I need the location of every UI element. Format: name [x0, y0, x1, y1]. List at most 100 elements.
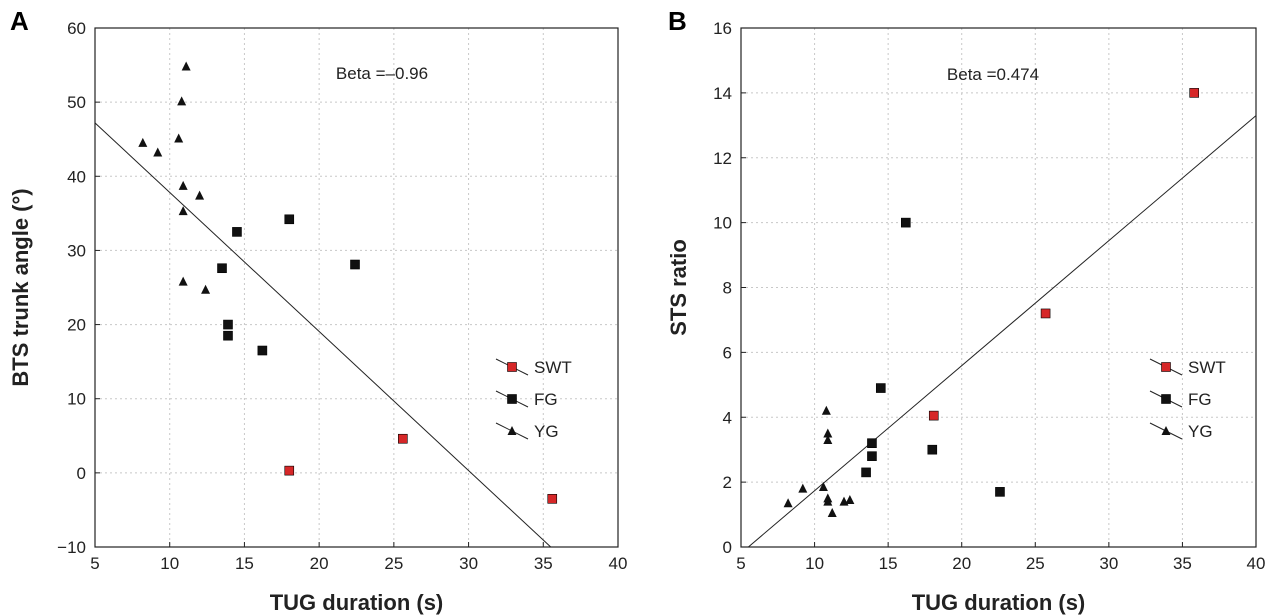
x-tick-label: 25	[1026, 554, 1045, 573]
plot-frame	[94, 27, 619, 548]
y-tick-label: 60	[67, 19, 86, 38]
x-tick-label: 15	[879, 554, 898, 573]
data-point-fg	[232, 227, 242, 237]
y-axis-label: STS ratio	[666, 239, 691, 336]
data-point-yg	[181, 61, 191, 71]
x-tick-label: 10	[160, 554, 179, 573]
data-point-fg	[217, 263, 227, 274]
y-tick-label: 4	[723, 408, 732, 427]
data-point-yg	[798, 483, 808, 493]
data-point-swt	[284, 465, 295, 476]
data-point-fg	[257, 345, 268, 356]
data-point-yg	[201, 284, 211, 294]
legend-marker-yg	[507, 426, 517, 435]
y-tick-label: 0	[723, 538, 732, 557]
y-tick-label: −10	[57, 538, 86, 557]
series-yg	[138, 61, 211, 294]
data-point-swt	[547, 494, 558, 504]
legend-label-yg: YG	[1188, 422, 1213, 441]
data-point-swt	[1040, 308, 1051, 319]
y-tick-label: 50	[67, 93, 86, 112]
data-point-swt	[398, 433, 408, 444]
data-point-fg	[350, 259, 360, 270]
legend: SWT FG YG	[495, 358, 572, 441]
data-point-yg	[823, 434, 833, 444]
x-tick-label: 20	[310, 554, 329, 573]
data-point-fg	[900, 217, 911, 228]
panel-b: 5 10 15 20 25 30 35 40 0 2 4 6 8 10 12 14 16 TUG duration…	[666, 6, 1265, 615]
x-tick-label: 30	[1099, 554, 1118, 573]
series-swt	[284, 433, 558, 504]
data-point-yg	[823, 428, 833, 438]
series-yg	[783, 405, 855, 517]
x-tick-label: 35	[1173, 554, 1192, 573]
legend-label-fg: FG	[534, 390, 558, 409]
data-point-yg	[827, 507, 837, 517]
y-tick-label: 12	[713, 149, 732, 168]
y-tick-label: 6	[723, 343, 732, 362]
series-fg	[861, 217, 1005, 497]
series-fg	[217, 214, 360, 356]
data-point-yg	[818, 481, 828, 491]
x-tick-label: 5	[736, 554, 745, 573]
data-point-yg	[178, 276, 188, 286]
x-axis-label: TUG duration (s)	[270, 590, 444, 615]
y-tick-label: 10	[67, 390, 86, 409]
y-tick-label: 2	[723, 473, 732, 492]
legend-marker-yg	[1161, 426, 1171, 435]
panel-letter: A	[10, 6, 29, 36]
x-tick-label: 40	[609, 554, 628, 573]
x-tick-label: 30	[459, 554, 478, 573]
data-point-yg	[153, 147, 163, 157]
data-point-fg	[867, 451, 877, 461]
data-point-fg	[995, 487, 1005, 497]
legend-label-yg: YG	[534, 422, 559, 441]
panel-a: 5 10 15 20 25 30 35 40 −10 0 10 20 30 40 50 60 TUG durat…	[8, 6, 627, 615]
y-tick-label: 40	[67, 167, 86, 186]
x-tick-label: 5	[90, 554, 99, 573]
data-point-yg	[845, 494, 855, 504]
y-axis-label: BTS trunk angle (°)	[8, 188, 33, 386]
data-point-fg	[867, 438, 877, 449]
y-tick-label: 16	[713, 19, 732, 38]
y-tick-label: 0	[77, 464, 86, 483]
x-tick-label: 10	[805, 554, 824, 573]
x-axis-label: TUG duration (s)	[912, 590, 1086, 615]
data-point-swt	[928, 410, 939, 421]
plot-frame	[740, 27, 1257, 548]
x-tick-label: 40	[1247, 554, 1266, 573]
beta-annotation: Beta =–0.96	[336, 64, 428, 83]
y-tick-label: 10	[713, 214, 732, 233]
data-point-yg	[178, 206, 188, 216]
legend: SWT FG YG	[1149, 358, 1226, 441]
data-point-yg	[823, 496, 833, 506]
x-tick-label: 20	[952, 554, 971, 573]
data-point-fg	[875, 383, 886, 393]
legend-label-fg: FG	[1188, 390, 1212, 409]
legend-marker-fg	[1161, 394, 1171, 404]
data-point-yg	[177, 96, 187, 106]
y-tick-label: 8	[723, 279, 732, 298]
legend-marker-fg	[507, 394, 517, 404]
x-tick-label: 35	[534, 554, 553, 573]
beta-annotation: Beta =0.474	[947, 65, 1039, 84]
data-point-fg	[223, 330, 233, 341]
series-swt	[928, 88, 1199, 421]
x-tick-label: 15	[235, 554, 254, 573]
x-tick-label: 25	[384, 554, 403, 573]
legend-marker-swt	[1161, 362, 1171, 372]
data-point-swt	[1189, 88, 1199, 98]
legend-label-swt: SWT	[534, 358, 572, 377]
data-point-yg	[195, 190, 205, 200]
data-point-fg	[284, 214, 295, 225]
data-point-yg	[174, 133, 184, 143]
data-point-yg	[821, 405, 831, 415]
legend-label-swt: SWT	[1188, 358, 1226, 377]
regression-line	[95, 122, 552, 547]
data-point-yg	[178, 180, 188, 190]
y-tick-label: 14	[713, 84, 732, 103]
data-point-fg	[861, 467, 871, 478]
data-point-yg	[783, 498, 793, 508]
regression-line	[748, 115, 1256, 547]
